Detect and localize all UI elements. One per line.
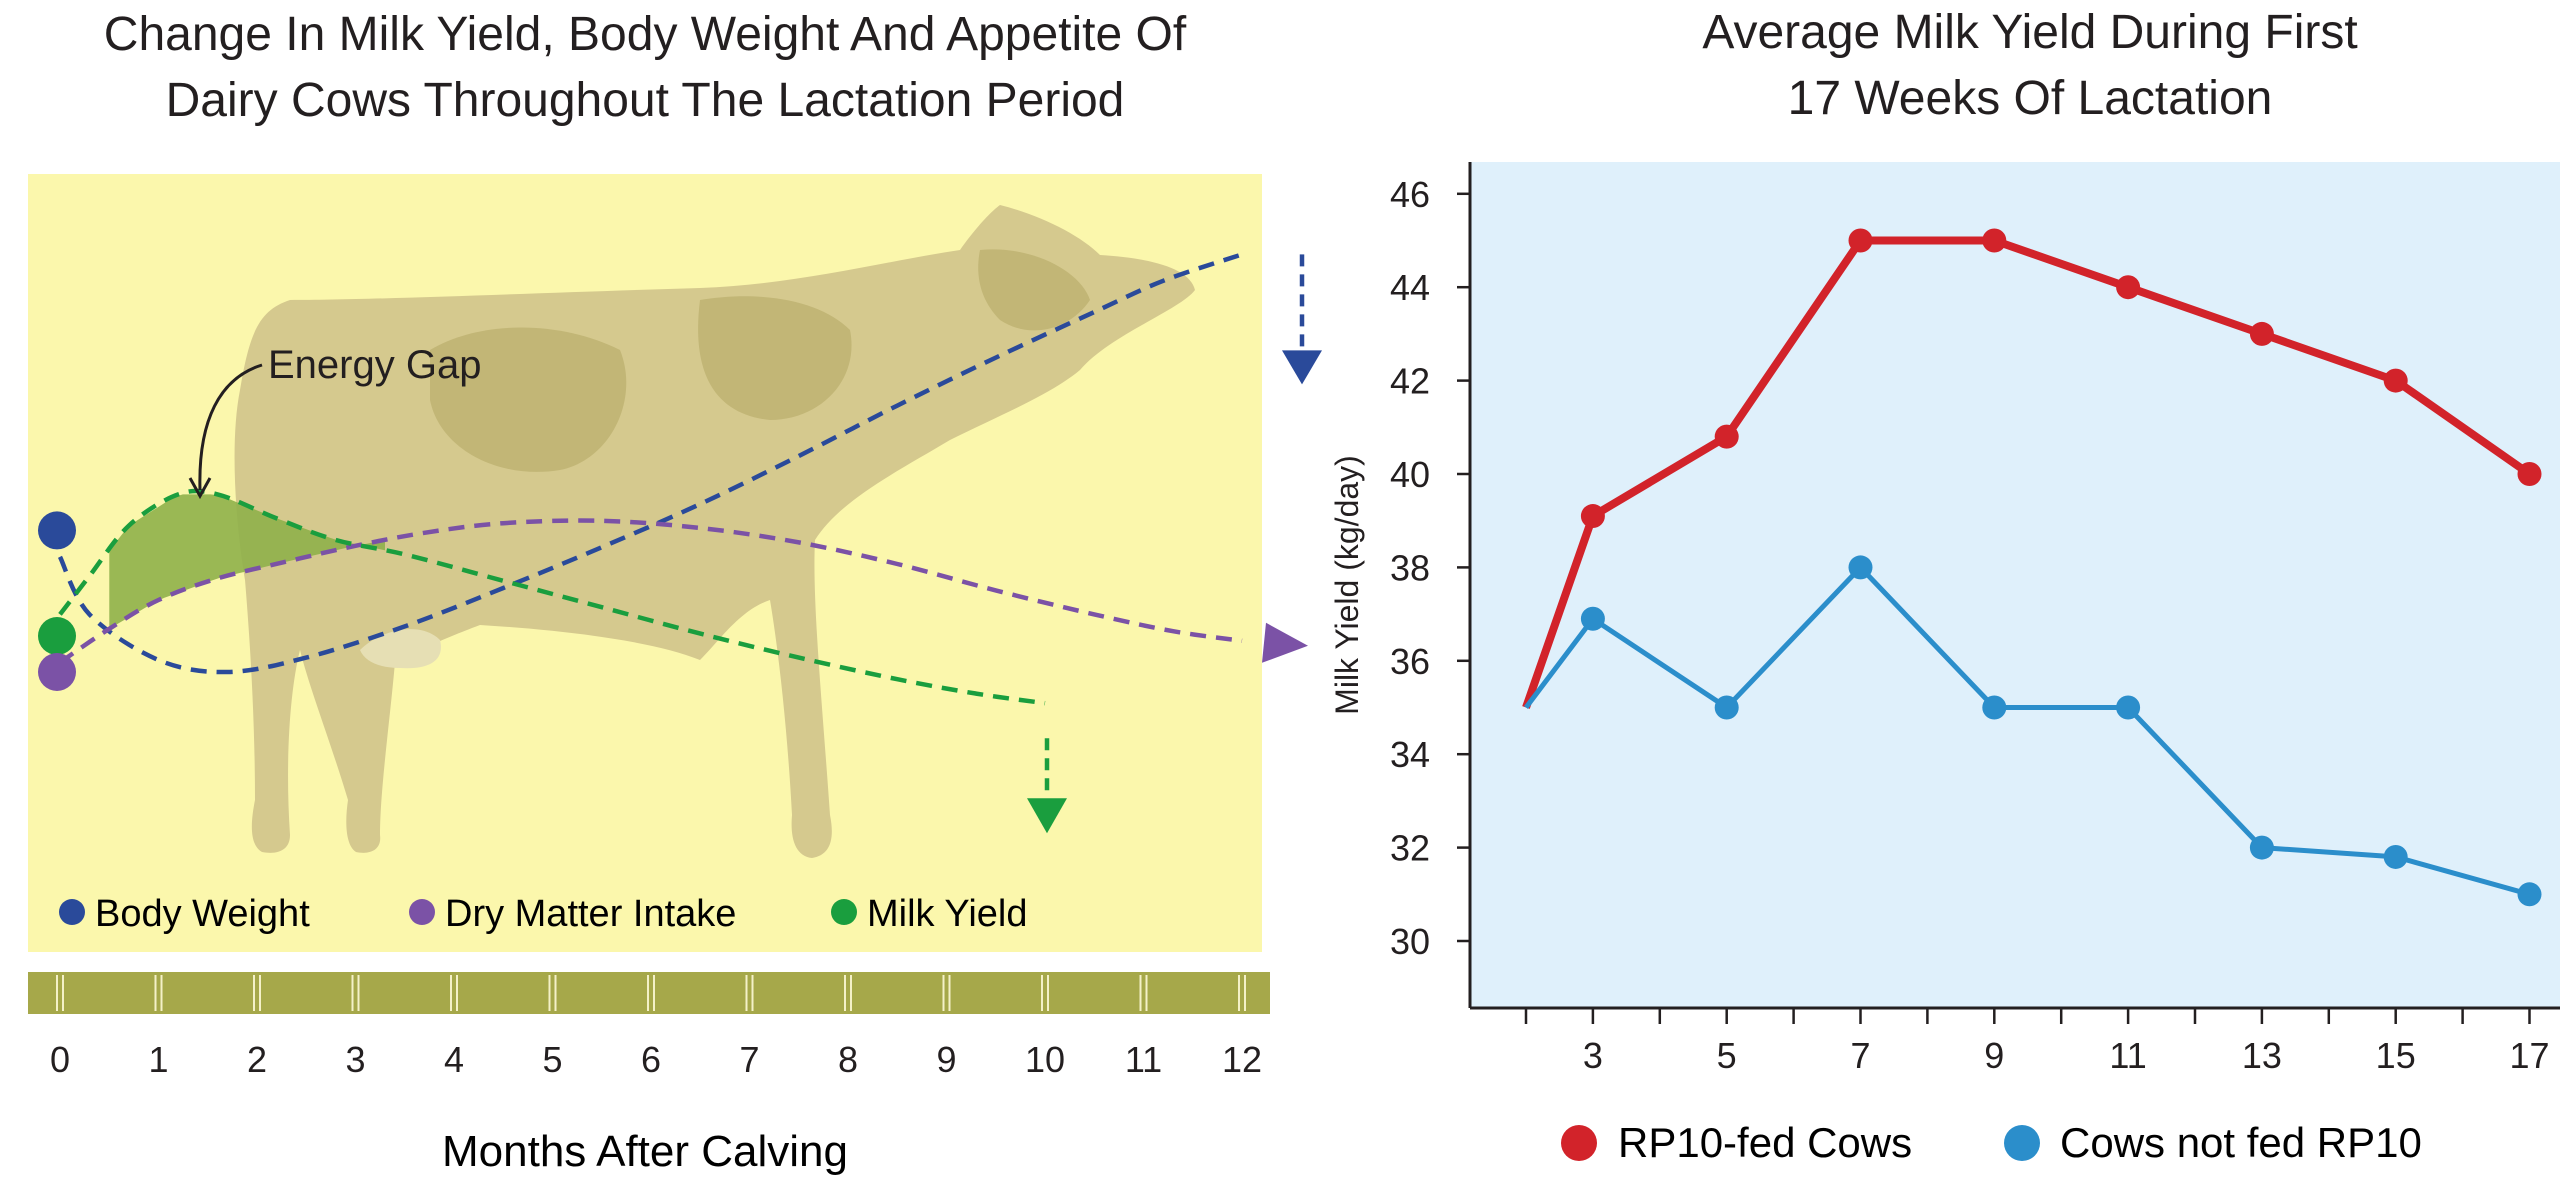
legend-rp10-fed-label: RP10-fed Cows — [1618, 1119, 1912, 1166]
y-tick-label: 34 — [1390, 734, 1430, 775]
right-chart-title-line-2: 17 Weeks Of Lactation — [1787, 72, 2273, 125]
energy-gap-label: Energy Gap — [268, 343, 481, 387]
month-tick-label: 0 — [50, 1039, 70, 1080]
legend-dry-matter-intake-label: Dry Matter Intake — [445, 893, 736, 935]
month-tick-label: 10 — [1025, 1039, 1065, 1080]
legend-body-weight-marker — [59, 899, 85, 925]
data-point-not-fed-rp10 — [2383, 844, 2408, 869]
right-series-layer — [1522, 228, 2542, 907]
legend-rp10-fed-marker — [1561, 1125, 1597, 1161]
dry-matter-intake-curve — [58, 518, 1243, 665]
month-tick-label: 5 — [542, 1039, 562, 1080]
left-x-axis-label: Months After Calving — [442, 1127, 848, 1176]
month-tick-label: 9 — [936, 1039, 956, 1080]
data-point-not-fed-rp10 — [2249, 835, 2274, 860]
data-point-rp10-fed — [2517, 462, 2542, 486]
x-tick-label: 17 — [2509, 1035, 2549, 1076]
month-tick-label: 1 — [148, 1039, 168, 1080]
right-chart-title: Average Milk Yield During First 17 Weeks… — [1530, 0, 2530, 132]
y-tick-label: 36 — [1390, 641, 1430, 682]
body-weight-start-marker — [38, 511, 76, 550]
month-tick-label: 8 — [838, 1039, 858, 1080]
right-y-axis-ticks: 30 32 34 36 38 40 42 44 46 — [1390, 174, 1470, 962]
data-point-not-fed-rp10 — [2116, 695, 2141, 720]
x-tick-label: 3 — [1583, 1035, 1603, 1076]
left-chart-legend: Body Weight Dry Matter Intake Milk Yield — [59, 893, 1028, 935]
dry-matter-intake-start-marker — [38, 653, 76, 691]
legend-dry-matter-intake-marker — [409, 899, 435, 925]
month-tick-label: 11 — [1125, 1039, 1162, 1080]
y-tick-label: 32 — [1390, 828, 1430, 869]
x-tick-label: 13 — [2242, 1035, 2282, 1076]
body-weight-curve — [57, 252, 1243, 675]
right-x-axis-ticks: 3 5 7 9 11 13 15 17 — [1524, 1008, 2550, 1076]
data-point-rp10-fed — [2116, 275, 2141, 300]
data-point-rp10-fed — [1848, 228, 1873, 253]
milk-yield-start-marker — [38, 617, 76, 655]
milk-yield-end-arrow-icon — [1027, 738, 1067, 834]
month-axis-ticks: 0 1 2 3 4 5 6 7 8 9 10 11 12 — [50, 975, 1262, 1080]
x-tick-label: 9 — [1984, 1035, 2004, 1076]
left-chart-title: Change In Milk Yield, Body Weight And Ap… — [0, 2, 1290, 134]
y-tick-label: 30 — [1390, 921, 1430, 962]
y-tick-label: 42 — [1390, 361, 1430, 402]
y-tick-label: 44 — [1390, 267, 1430, 308]
legend-milk-yield-marker — [831, 899, 857, 925]
month-tick-label: 6 — [641, 1039, 661, 1080]
x-tick-label: 11 — [2109, 1035, 2146, 1076]
month-tick-label: 4 — [444, 1039, 464, 1080]
month-tick-label: 12 — [1222, 1039, 1262, 1080]
data-point-not-fed-rp10 — [2517, 882, 2542, 907]
legend-body-weight-label: Body Weight — [95, 893, 310, 935]
legend-milk-yield-label: Milk Yield — [867, 893, 1028, 935]
right-chart-legend: RP10-fed Cows Cows not fed RP10 — [1561, 1119, 2422, 1166]
milk-yield-curve — [58, 488, 1046, 706]
left-chart: Energy Gap Body Weight Dry Matter Intake… — [28, 174, 1322, 1176]
data-point-rp10-fed — [2249, 321, 2274, 346]
right-chart: 30 32 34 36 38 40 42 44 46 3 5 7 9 11 13 15 17 Milk Yie… — [1329, 162, 2560, 1166]
right-plot-background — [1470, 162, 2560, 1008]
y-tick-label: 40 — [1390, 454, 1430, 495]
dry-matter-intake-end-arrow-icon — [1262, 622, 1308, 663]
data-point-rp10-fed — [1982, 228, 2007, 253]
x-tick-label: 5 — [1717, 1035, 1737, 1076]
energy-gap-arrow — [198, 363, 263, 491]
x-tick-label: 7 — [1850, 1035, 1870, 1076]
data-point-not-fed-rp10 — [1714, 695, 1739, 720]
month-tick-label: 2 — [247, 1039, 267, 1080]
data-point-rp10-fed — [1580, 504, 1605, 529]
legend-not-fed-rp10-marker — [2004, 1125, 2040, 1161]
legend-not-fed-rp10-label: Cows not fed RP10 — [2060, 1119, 2422, 1166]
y-tick-label: 38 — [1390, 547, 1430, 588]
cow-spots — [430, 249, 1090, 472]
body-weight-end-arrow-icon — [1282, 254, 1322, 385]
left-chart-title-line-2: Dairy Cows Throughout The Lactation Peri… — [165, 74, 1125, 127]
left-chart-title-line-1: Change In Milk Yield, Body Weight And Ap… — [103, 8, 1187, 61]
y-tick-label: 46 — [1390, 174, 1430, 215]
energy-gap-region — [109, 494, 386, 629]
data-point-not-fed-rp10 — [1982, 695, 2007, 720]
data-point-not-fed-rp10 — [1580, 606, 1605, 631]
x-tick-label: 15 — [2376, 1035, 2416, 1076]
right-chart-title-line-1: Average Milk Yield During First — [1702, 6, 2358, 59]
data-point-not-fed-rp10 — [1848, 555, 1873, 580]
month-tick-label: 3 — [345, 1039, 365, 1080]
data-point-rp10-fed — [2383, 368, 2408, 393]
data-point-rp10-fed — [1714, 424, 1739, 449]
right-y-axis-label: Milk Yield (kg/day) — [1329, 455, 1365, 715]
energy-gap-arrowhead-icon — [188, 477, 212, 500]
month-tick-label: 7 — [739, 1039, 759, 1080]
